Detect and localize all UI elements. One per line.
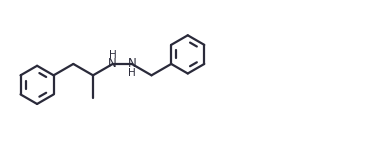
Text: N: N: [127, 57, 136, 70]
Text: N: N: [108, 57, 117, 70]
Text: H: H: [128, 68, 136, 78]
Text: H: H: [109, 50, 116, 60]
